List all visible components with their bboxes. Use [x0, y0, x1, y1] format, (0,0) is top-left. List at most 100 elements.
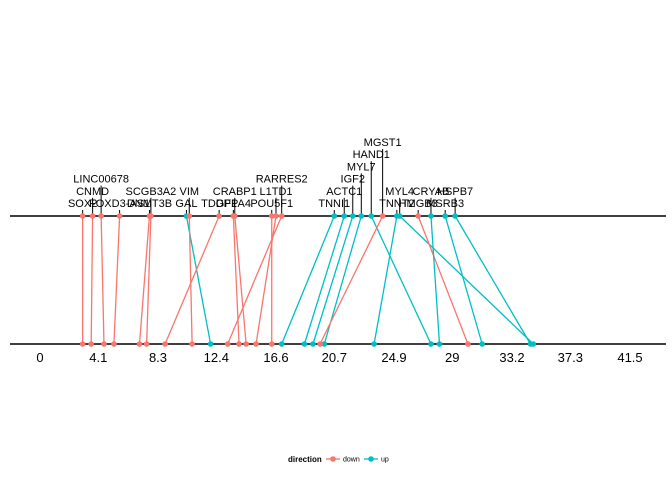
connector-hspb7 — [454, 215, 532, 345]
gene-label: GAL — [175, 198, 197, 210]
gene-label: HAND1 — [353, 149, 390, 161]
legend-label: down — [343, 457, 360, 464]
connector-igf2 — [312, 215, 354, 345]
point-bottom-hspb7 — [527, 341, 534, 347]
gene-label: DPPA4 — [216, 198, 251, 210]
point-top-hspb7 — [452, 213, 458, 219]
gene-label: CRABP1 — [213, 186, 257, 198]
point-top-linc00678 — [98, 213, 104, 219]
point-bottom-msrb3 — [479, 341, 485, 347]
point-bottom-hmgb3 — [465, 341, 471, 347]
point-top-scgb3a2 — [148, 213, 154, 219]
point-top-foxd3-as1 — [116, 213, 123, 219]
legend: direction down up — [288, 455, 389, 464]
x-tick-label: 20.7 — [322, 350, 347, 365]
x-tick-label: 12.4 — [204, 350, 229, 365]
point-bottom-l1td1 — [253, 341, 259, 347]
point-bottom-myl7 — [321, 341, 328, 347]
connector-msrb3 — [444, 215, 483, 345]
connector-cnmd — [90, 215, 94, 345]
point-bottom-tnni1 — [278, 341, 285, 347]
point-bottom-linc00678 — [101, 341, 107, 347]
x-tick-label: 33.2 — [499, 350, 524, 365]
connector-hand1 — [370, 215, 432, 345]
connector-hmgb3 — [417, 215, 469, 345]
point-top-pou5f1 — [268, 213, 275, 219]
label-stems — [82, 149, 456, 216]
point-bottom-scgb3a2 — [143, 341, 150, 347]
gene-label: MYL4 — [385, 186, 414, 198]
gene-label: IGF2 — [341, 174, 365, 186]
gene-label: VIM — [179, 186, 199, 198]
connector-linc00678 — [100, 215, 105, 345]
gene-label: SOX2 — [68, 198, 97, 210]
point-bottom-gal — [207, 341, 214, 347]
point-top-actc1 — [341, 213, 348, 219]
gene-label: RARRES2 — [256, 174, 308, 186]
point-bottom-cryab — [436, 341, 443, 347]
gene-label: TDGF1 — [201, 198, 237, 210]
legend-entry-down: down — [326, 456, 360, 464]
legend-title: direction — [288, 455, 322, 464]
legend-key-point — [368, 456, 374, 462]
x-tick-label: 16.6 — [263, 350, 288, 365]
point-bottom-vim — [189, 341, 195, 347]
point-bottom-pou5f1 — [268, 341, 275, 347]
x-tick-label: 4.1 — [89, 350, 107, 365]
point-bottom-sox2 — [79, 341, 86, 347]
point-bottom-foxd3-as1 — [111, 341, 117, 347]
legend-key-point — [330, 456, 336, 462]
point-top-tnni1 — [331, 213, 338, 219]
x-tick-label: 41.5 — [617, 350, 642, 365]
point-top-msrb3 — [442, 213, 448, 219]
connector-mgst1 — [319, 215, 384, 345]
x-axis-ticks: 0 4.1 8.3 12.4 16.6 20.7 24.9 29 33.2 37.3 41.5 — [36, 350, 642, 365]
connector-scgb3a2 — [145, 215, 152, 345]
gene-label: MGST1 — [364, 137, 402, 149]
point-top-vim — [186, 213, 193, 219]
gene-label: L1TD1 — [259, 186, 292, 198]
point-bottom-tnnt2 — [371, 341, 377, 347]
connector-dnmt3b — [138, 215, 151, 345]
gene-label: TNNI1 — [318, 198, 350, 210]
gene-label: DNMT3B — [127, 198, 172, 210]
connector-dppa4 — [232, 215, 240, 345]
connector-vim — [188, 215, 193, 345]
connector-tnni1 — [281, 215, 335, 345]
connector-tdgf1 — [164, 215, 220, 345]
data-points — [79, 213, 537, 347]
legend-label: up — [381, 457, 389, 464]
point-top-l1td1 — [273, 213, 279, 219]
connector-actc1 — [303, 215, 345, 345]
point-top-myl4 — [396, 213, 403, 219]
gene-label: HSPB7 — [437, 186, 473, 198]
point-bottom-mgst1 — [317, 341, 323, 347]
gene-label: MYL7 — [347, 161, 376, 173]
x-tick-label: 0 — [36, 350, 43, 365]
point-bottom-igf2 — [310, 341, 316, 347]
gene-label: HMGB3 — [399, 198, 438, 210]
gene-label: CRYAB — [413, 186, 450, 198]
point-bottom-tdgf1 — [162, 341, 168, 347]
connector-foxd3-as1 — [113, 215, 121, 345]
x-tick-label: 24.9 — [381, 350, 406, 365]
legend-entries: down up — [326, 456, 389, 464]
point-bottom-dnmt3b — [136, 341, 143, 347]
point-bottom-actc1 — [301, 341, 308, 347]
gene-label: CNMD — [76, 186, 109, 198]
connector-gal — [185, 215, 212, 345]
point-bottom-hand1 — [428, 341, 434, 347]
connector-cryab — [430, 215, 441, 345]
point-top-cryab — [428, 213, 434, 219]
connector-rarres2 — [227, 215, 283, 345]
connector-tnnt2 — [373, 215, 398, 345]
gene-label: ACTC1 — [326, 186, 362, 198]
gene-label: FOXD3-AS1 — [89, 198, 150, 210]
legend-entry-up: up — [364, 456, 389, 464]
point-top-igf2 — [349, 213, 356, 219]
gene-label: LINC00678 — [73, 174, 129, 186]
point-top-rarres2 — [278, 213, 285, 219]
point-top-sox2 — [79, 213, 86, 219]
